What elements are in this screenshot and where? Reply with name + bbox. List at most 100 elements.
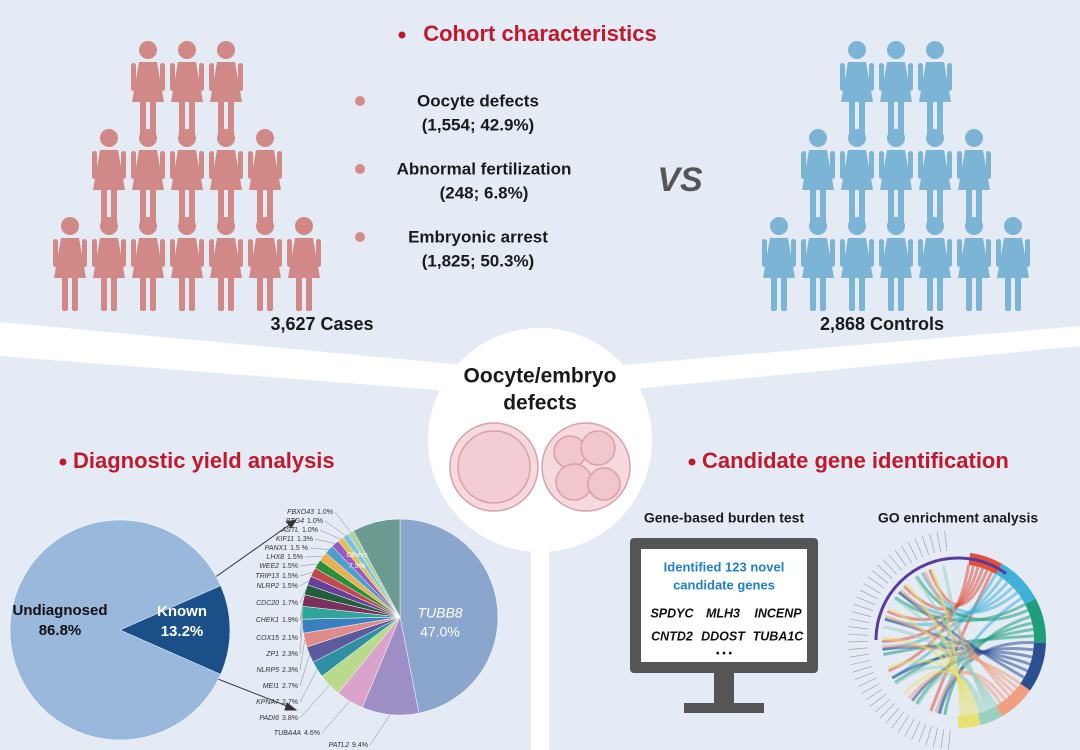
chord-tick (855, 671, 875, 680)
chord-tick (948, 729, 951, 750)
chord-tick (848, 633, 869, 636)
arm (762, 239, 767, 267)
person-icon (131, 41, 165, 135)
pie-slice (119, 585, 231, 675)
head (926, 129, 944, 147)
head (61, 217, 79, 235)
leg (888, 276, 894, 311)
go-label: GO enrichment analysis (878, 510, 1038, 526)
leg (72, 276, 78, 311)
chord-tick (901, 545, 912, 564)
body (763, 238, 795, 278)
slice-name: NLRP5 (256, 667, 279, 674)
leg (859, 100, 865, 135)
gene-name: SPDYC (650, 606, 694, 620)
cohort-list: Oocyte defects (1,554; 42.9%) Abnormal f… (355, 91, 571, 270)
person-icon (996, 217, 1030, 311)
chord-ribbon (899, 589, 1015, 694)
person-icon (801, 129, 835, 223)
chord-tick (861, 683, 880, 694)
leg (937, 276, 943, 311)
person-icon (170, 41, 204, 135)
leader-line (299, 612, 303, 639)
arm (209, 239, 214, 267)
head (100, 217, 118, 235)
leg (189, 276, 195, 311)
leader-line (324, 520, 346, 536)
body (210, 150, 242, 190)
pie-label: TUBA4A 4.6% (274, 730, 320, 737)
arm (830, 151, 835, 179)
body (132, 238, 164, 278)
head (178, 217, 196, 235)
person-icon (170, 129, 204, 223)
leader-line (299, 571, 313, 577)
chord-tick (888, 554, 902, 571)
section-title: Cohort characteristics (423, 21, 657, 46)
chord-tick (859, 589, 878, 600)
body (958, 238, 990, 278)
body (93, 150, 125, 190)
slice-value: 1.0% (307, 518, 323, 525)
slice-value: 3.8% (282, 715, 298, 722)
slice-value: 1.5 % (290, 545, 308, 552)
head (217, 217, 235, 235)
body (171, 150, 203, 190)
chord-tick (867, 576, 885, 589)
head (295, 217, 313, 235)
person-icon (92, 217, 126, 311)
leg (927, 100, 933, 135)
leader-line (319, 529, 341, 540)
person-icon (131, 129, 165, 223)
leg (898, 188, 904, 223)
leg (966, 276, 972, 311)
head (926, 217, 944, 235)
leg (140, 188, 146, 223)
chord-tick (911, 721, 921, 740)
leg (189, 100, 195, 135)
leg (927, 188, 933, 223)
slice-name: TUBA4A (274, 730, 302, 737)
chord-arc (996, 683, 1031, 717)
arm (869, 151, 874, 179)
leg (189, 188, 195, 223)
gene-name: CNTD2 (651, 629, 693, 643)
leg (179, 276, 185, 311)
arm (986, 239, 991, 267)
body (210, 62, 242, 102)
leg (898, 100, 904, 135)
arm (209, 63, 214, 91)
body (802, 150, 834, 190)
body (880, 62, 912, 102)
head (217, 129, 235, 147)
arm (199, 151, 204, 179)
pie-label: KIF11 1.3% (276, 536, 313, 543)
pie-slice (353, 518, 401, 618)
leader-line (334, 511, 351, 533)
arm (918, 151, 923, 179)
chord-tick (852, 666, 873, 673)
body (919, 150, 951, 190)
chord-tick (872, 570, 889, 584)
item-detail: (1,825; 50.3%) (422, 251, 534, 270)
arm (277, 239, 282, 267)
center-label: Oocyte/embryo (464, 365, 617, 388)
arm (801, 151, 806, 179)
leg (1015, 276, 1021, 311)
slice-value: 1.5% (282, 573, 298, 580)
slice-value: 1.5% (287, 554, 303, 561)
head (887, 41, 905, 59)
head (965, 129, 983, 147)
head (848, 217, 866, 235)
arm (869, 63, 874, 91)
pie-label: Others (346, 552, 368, 559)
person-icon (92, 129, 126, 223)
chord-tick (863, 583, 882, 594)
arm (947, 151, 952, 179)
chord-arc (977, 705, 1002, 726)
slice-name: NLRP2 (256, 583, 279, 590)
chord-ribbon (887, 607, 970, 716)
arm (918, 63, 923, 91)
slice-value: 1.0% (317, 509, 333, 516)
